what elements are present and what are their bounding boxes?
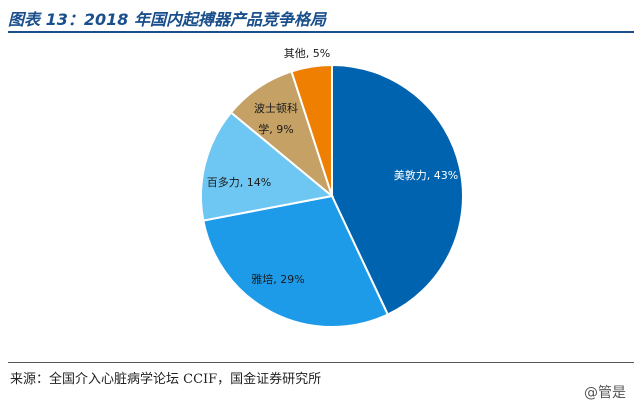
pie-slice-medtronic xyxy=(331,63,464,316)
data-label-biotronik: 百多力, 14% xyxy=(207,175,271,189)
pie-slice-others xyxy=(290,63,333,197)
data-label-boston-scientific: 波士顿科 xyxy=(254,101,298,115)
source-divider xyxy=(8,362,634,363)
data-label-abbott: 雅培, 29% xyxy=(251,272,304,286)
data-label-others: 其他, 5% xyxy=(284,47,330,60)
data-label-medtronic: 美敦力, 43% xyxy=(394,168,458,182)
data-label-boston-scientific: 学, 9% xyxy=(258,122,293,136)
chart-title: 图表 13：2018 年国内起搏器产品竞争格局 xyxy=(8,10,326,29)
pie-slice-abbott xyxy=(202,194,390,328)
source-note: 来源：全国介入心脏病学论坛 CCIF，国金证券研究所 xyxy=(10,372,322,387)
pie-slice-biotronik xyxy=(200,111,335,222)
watermark: @管是 xyxy=(584,385,626,401)
title-underline xyxy=(8,31,634,33)
